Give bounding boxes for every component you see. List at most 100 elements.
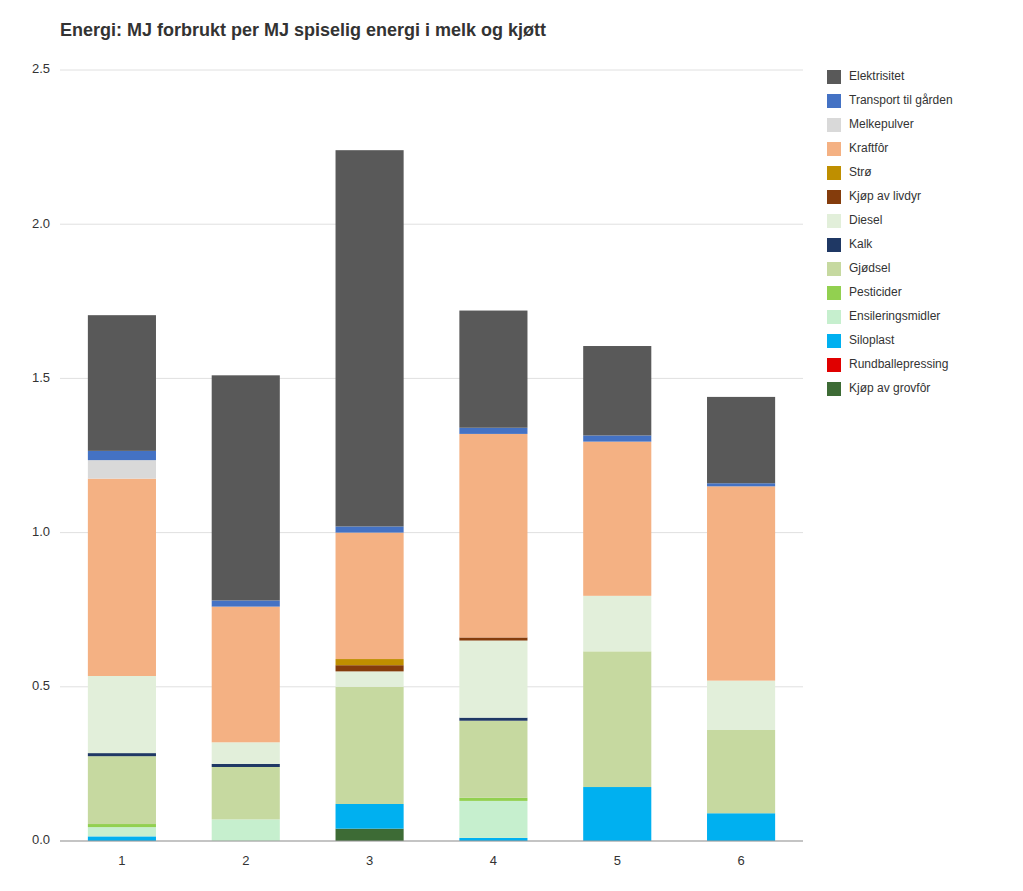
- bar-segment: [88, 756, 156, 824]
- grid-line: [60, 532, 803, 533]
- bar-segment: [88, 479, 156, 676]
- bar-segment: [583, 442, 651, 596]
- legend-label: Strø: [849, 165, 872, 179]
- bar-segment: [583, 596, 651, 652]
- grid-line: [60, 686, 803, 687]
- x-tick-label: 6: [737, 853, 744, 868]
- legend-label: Pesticider: [849, 285, 902, 299]
- bar-segment: [459, 721, 527, 798]
- x-tick-label: 3: [366, 853, 373, 868]
- legend-swatch: [827, 358, 841, 372]
- chart-title: Energi: MJ forbrukt per MJ spiselig ener…: [60, 20, 546, 40]
- legend-swatch: [827, 118, 841, 132]
- legend-swatch: [827, 262, 841, 276]
- y-tick-label: 0.0: [32, 832, 50, 847]
- legend-swatch: [827, 190, 841, 204]
- bar-segment: [336, 150, 404, 526]
- bar-segment: [459, 641, 527, 718]
- legend-swatch: [827, 286, 841, 300]
- bar-segment: [88, 753, 156, 756]
- bar-segment: [212, 767, 280, 819]
- legend-label: Kjøp av grovfôr: [849, 381, 930, 395]
- bar-segment: [88, 460, 156, 479]
- bar-segment: [212, 742, 280, 764]
- y-tick-label: 2.0: [32, 216, 50, 231]
- y-tick-label: 1.0: [32, 524, 50, 539]
- grid-line: [60, 70, 803, 71]
- x-axis-line: [60, 841, 803, 842]
- legend-swatch: [827, 334, 841, 348]
- bar-segment: [707, 397, 775, 483]
- bar-segment: [707, 483, 775, 486]
- bars: [88, 150, 775, 841]
- y-tick-label: 0.5: [32, 678, 50, 693]
- series: [88, 596, 775, 764]
- bar-segment: [336, 671, 404, 686]
- x-tick-label: 5: [614, 853, 621, 868]
- bar-segment: [88, 824, 156, 827]
- legend-label: Transport til gården: [849, 93, 953, 107]
- legend-label: Elektrisitet: [849, 69, 905, 83]
- legend-swatch: [827, 310, 841, 324]
- bar-segment: [336, 659, 404, 665]
- x-axis: 123456: [60, 841, 803, 868]
- bar-segment: [336, 829, 404, 841]
- legend-swatch: [827, 238, 841, 252]
- bar-segment: [459, 637, 527, 640]
- grid-line: [60, 841, 803, 842]
- bar-segment: [212, 764, 280, 767]
- x-tick-label: 1: [118, 853, 125, 868]
- bar-segment: [707, 730, 775, 813]
- bar-segment: [707, 813, 775, 841]
- legend-label: Kraftfôr: [849, 141, 888, 155]
- bar-segment: [707, 681, 775, 730]
- x-tick-label: 2: [242, 853, 249, 868]
- series: [336, 829, 404, 841]
- bar-segment: [212, 819, 280, 841]
- bar-segment: [336, 526, 404, 532]
- legend-swatch: [827, 94, 841, 108]
- bar-segment: [88, 315, 156, 451]
- bar-segment: [583, 435, 651, 441]
- series: [88, 651, 775, 824]
- bar-segment: [459, 798, 527, 801]
- bar-segment: [212, 607, 280, 743]
- legend-swatch: [827, 70, 841, 84]
- legend-label: Gjødsel: [849, 261, 890, 275]
- bar-segment: [336, 665, 404, 671]
- legend-label: Rundballepressing: [849, 357, 948, 371]
- bar-segment: [583, 787, 651, 841]
- bar-segment: [212, 600, 280, 606]
- legend-label: Ensileringsmidler: [849, 309, 940, 323]
- bar-segment: [459, 428, 527, 434]
- bar-segment: [336, 533, 404, 659]
- bar-segment: [583, 346, 651, 435]
- legend-label: Kjøp av livdyr: [849, 189, 921, 203]
- bar-segment: [459, 311, 527, 428]
- bar-segment: [88, 451, 156, 460]
- legend-swatch: [827, 142, 841, 156]
- series: [88, 150, 775, 600]
- grid-line: [60, 378, 803, 379]
- chart-container: Energi: MJ forbrukt per MJ spiselig ener…: [0, 0, 1023, 891]
- legend-label: Siloplast: [849, 333, 895, 347]
- bar-segment: [212, 375, 280, 600]
- series: [88, 428, 775, 607]
- chart-svg: Energi: MJ forbrukt per MJ spiselig ener…: [0, 0, 1023, 891]
- series: [336, 659, 404, 665]
- y-tick-label: 1.5: [32, 370, 50, 385]
- legend-swatch: [827, 382, 841, 396]
- legend-label: Melkepulver: [849, 117, 914, 131]
- bar-segment: [459, 801, 527, 838]
- grid-line: [60, 224, 803, 225]
- series: [88, 434, 775, 742]
- series: [88, 787, 775, 841]
- bar-segment: [707, 486, 775, 680]
- bar-segment: [88, 676, 156, 753]
- y-tick-label: 2.5: [32, 61, 50, 76]
- bar-segment: [459, 434, 527, 638]
- bar-segment: [459, 718, 527, 721]
- legend-swatch: [827, 166, 841, 180]
- legend: Elektrisitet Transport til gården Melkepul…: [827, 69, 953, 396]
- legend-swatch: [827, 214, 841, 228]
